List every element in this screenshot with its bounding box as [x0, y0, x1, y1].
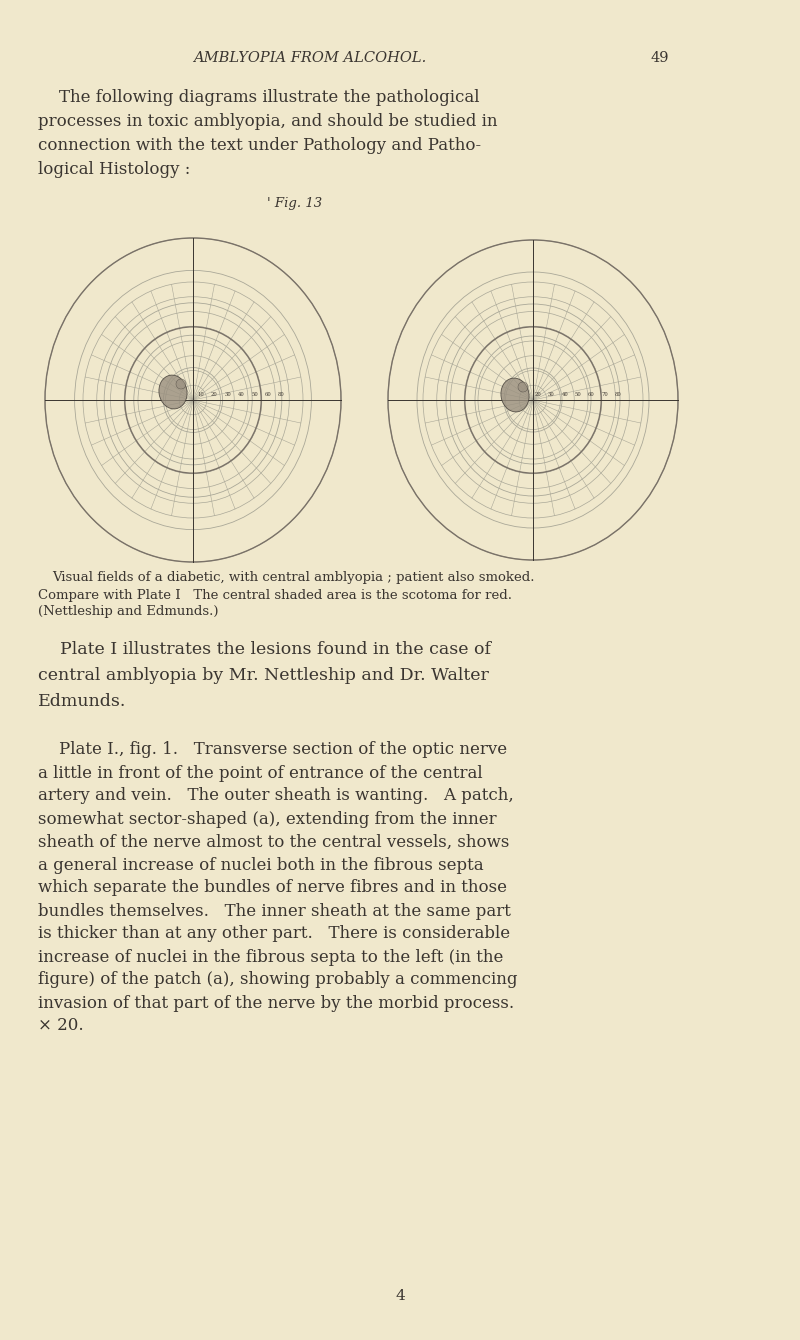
Text: 4: 4: [395, 1289, 405, 1302]
Text: The following diagrams illustrate the pathological: The following diagrams illustrate the pa…: [38, 90, 479, 106]
Text: 60: 60: [588, 393, 595, 397]
Text: AMBLYOPIA FROM ALCOHOL.: AMBLYOPIA FROM ALCOHOL.: [194, 51, 426, 66]
Text: a general increase of nuclei both in the fibrous septa: a general increase of nuclei both in the…: [38, 856, 484, 874]
Text: increase of nuclei in the fibrous septa to the left (in the: increase of nuclei in the fibrous septa …: [38, 949, 503, 966]
Ellipse shape: [159, 375, 187, 409]
Text: 80: 80: [278, 393, 285, 397]
Text: 60: 60: [265, 393, 271, 397]
Text: 50: 50: [251, 393, 258, 397]
Text: figure) of the patch (a), showing probably a commencing: figure) of the patch (a), showing probab…: [38, 972, 518, 989]
Text: 40: 40: [238, 393, 245, 397]
Text: 49: 49: [650, 51, 670, 66]
Text: a little in front of the point of entrance of the central: a little in front of the point of entran…: [38, 765, 482, 781]
Ellipse shape: [518, 382, 528, 393]
Ellipse shape: [176, 379, 186, 389]
Text: connection with the text under Pathology and Patho-: connection with the text under Pathology…: [38, 138, 481, 154]
Text: 20: 20: [534, 393, 542, 397]
Text: Edmunds.: Edmunds.: [38, 694, 126, 710]
Text: artery and vein.   The outer sheath is wanting.   A patch,: artery and vein. The outer sheath is wan…: [38, 788, 514, 804]
Text: logical Histology :: logical Histology :: [38, 162, 190, 178]
Text: processes in toxic amblyopia, and should be studied in: processes in toxic amblyopia, and should…: [38, 114, 498, 130]
Text: Plate I., fig. 1.   Transverse section of the optic nerve: Plate I., fig. 1. Transverse section of …: [38, 741, 507, 758]
Text: × 20.: × 20.: [38, 1017, 84, 1034]
Text: central amblyopia by Mr. Nettleship and Dr. Walter: central amblyopia by Mr. Nettleship and …: [38, 667, 489, 685]
Text: 40: 40: [562, 393, 568, 397]
Text: somewhat sector-shaped (a), extending from the inner: somewhat sector-shaped (a), extending fr…: [38, 811, 497, 828]
Text: Visual fields of a diabetic, with central amblyopia ; patient also smoked.: Visual fields of a diabetic, with centra…: [52, 571, 534, 584]
Ellipse shape: [501, 378, 529, 411]
Text: 20: 20: [211, 393, 218, 397]
Text: 30: 30: [224, 393, 231, 397]
Text: invasion of that part of the nerve by the morbid process.: invasion of that part of the nerve by th…: [38, 994, 514, 1012]
Text: Plate I illustrates the lesions found in the case of: Plate I illustrates the lesions found in…: [38, 642, 491, 658]
Text: 80: 80: [614, 393, 622, 397]
Text: sheath of the nerve almost to the central vessels, shows: sheath of the nerve almost to the centra…: [38, 833, 510, 851]
Text: Compare with Plate I   The central shaded area is the scotoma for red.: Compare with Plate I The central shaded …: [38, 588, 512, 602]
Text: 30: 30: [548, 393, 554, 397]
Text: 10: 10: [198, 393, 204, 397]
Text: 50: 50: [574, 393, 582, 397]
Text: (Nettleship and Edmunds.): (Nettleship and Edmunds.): [38, 606, 218, 619]
Text: bundles themselves.   The inner sheath at the same part: bundles themselves. The inner sheath at …: [38, 903, 511, 919]
Text: ' Fig. 13: ' Fig. 13: [267, 197, 322, 210]
Text: 70: 70: [602, 393, 608, 397]
Text: which separate the bundles of nerve fibres and in those: which separate the bundles of nerve fibr…: [38, 879, 507, 896]
Text: is thicker than at any other part.   There is considerable: is thicker than at any other part. There…: [38, 926, 510, 942]
